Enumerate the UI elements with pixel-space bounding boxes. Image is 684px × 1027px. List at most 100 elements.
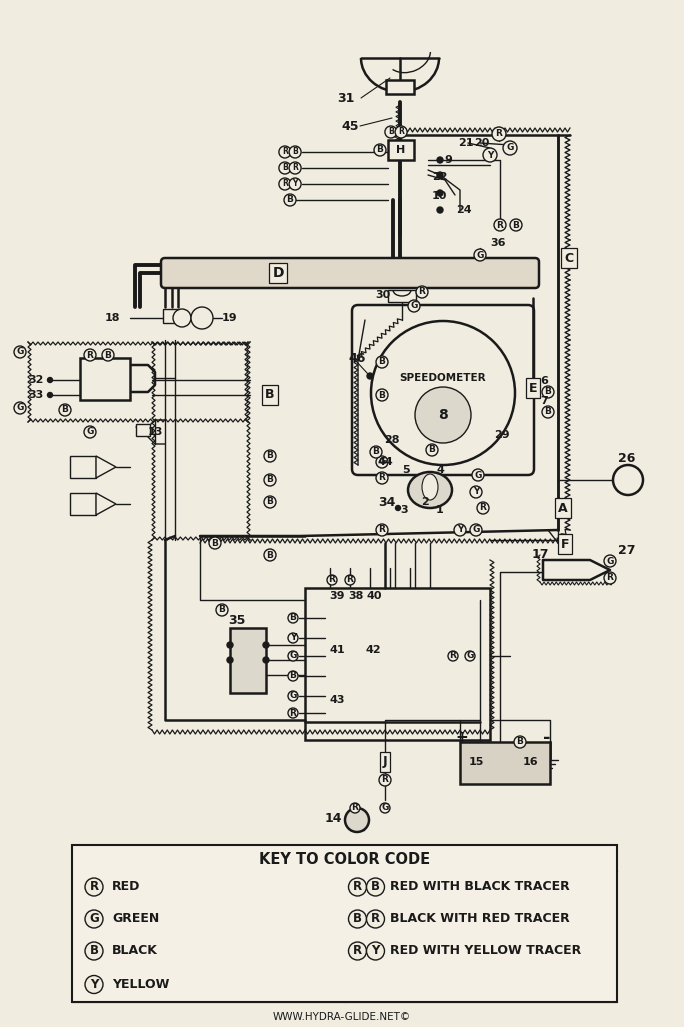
Circle shape (216, 604, 228, 616)
Circle shape (345, 808, 369, 832)
Text: R: R (497, 221, 503, 229)
Circle shape (395, 505, 401, 510)
Text: B: B (105, 350, 111, 359)
Text: R: R (479, 503, 486, 512)
Circle shape (85, 878, 103, 896)
Bar (388, 140, 414, 160)
Text: WWW.HYDRA-GLIDE.NET©: WWW.HYDRA-GLIDE.NET© (273, 1012, 411, 1022)
Bar (72, 845, 617, 1002)
Text: G: G (476, 251, 484, 260)
Text: 10: 10 (432, 191, 447, 201)
Circle shape (264, 496, 276, 508)
Text: B: B (516, 737, 523, 747)
Circle shape (385, 126, 397, 138)
Text: R: R (282, 148, 288, 156)
Circle shape (263, 657, 269, 663)
Circle shape (102, 349, 114, 362)
Circle shape (510, 219, 522, 231)
Circle shape (474, 249, 486, 261)
Circle shape (279, 146, 291, 158)
Circle shape (288, 708, 298, 718)
Text: G: G (16, 347, 24, 356)
Text: B: B (353, 913, 362, 925)
Bar (460, 741, 550, 784)
Bar (163, 309, 177, 324)
Text: 41: 41 (330, 645, 345, 655)
Circle shape (470, 486, 482, 498)
Text: R: R (289, 709, 296, 718)
Text: G: G (473, 526, 479, 534)
Text: B: B (512, 221, 519, 229)
Text: 21: 21 (458, 138, 473, 148)
Text: Y: Y (371, 945, 380, 957)
Text: R: R (352, 803, 358, 812)
Circle shape (604, 572, 616, 584)
Text: 22: 22 (432, 172, 447, 182)
Text: Y: Y (290, 634, 296, 643)
Text: R: R (449, 651, 456, 660)
Circle shape (376, 356, 388, 368)
Circle shape (209, 537, 221, 549)
Text: 2: 2 (421, 497, 429, 507)
Circle shape (227, 657, 233, 663)
Text: G: G (16, 404, 24, 413)
Circle shape (289, 146, 301, 158)
Text: RED: RED (112, 880, 140, 893)
Text: G: G (289, 651, 297, 660)
Circle shape (395, 126, 407, 138)
Text: 13: 13 (148, 427, 163, 438)
Text: R: R (87, 350, 94, 359)
Text: 9: 9 (444, 155, 452, 165)
Text: A: A (558, 501, 568, 515)
Circle shape (349, 910, 367, 928)
Text: R: R (282, 180, 288, 189)
Circle shape (264, 474, 276, 486)
Text: 32: 32 (28, 375, 43, 385)
Text: B: B (289, 672, 296, 681)
Circle shape (47, 378, 53, 382)
Text: B: B (289, 613, 296, 622)
Polygon shape (96, 456, 116, 478)
Circle shape (264, 450, 276, 462)
Text: BLACK: BLACK (112, 945, 158, 957)
Text: 24: 24 (456, 205, 472, 215)
Text: R: R (292, 163, 298, 173)
Circle shape (470, 524, 482, 536)
Text: B: B (267, 550, 274, 560)
Text: G: G (474, 470, 482, 480)
Text: 18: 18 (105, 313, 120, 324)
Text: RED WITH YELLOW TRACER: RED WITH YELLOW TRACER (391, 945, 582, 957)
Text: 27: 27 (618, 543, 635, 557)
Circle shape (416, 286, 428, 298)
Text: B: B (265, 388, 275, 402)
Text: R: R (382, 775, 389, 785)
Circle shape (367, 942, 384, 960)
Text: F: F (561, 537, 569, 550)
Bar (388, 290, 416, 302)
Text: Y: Y (457, 526, 463, 534)
Text: G: G (606, 557, 614, 566)
Circle shape (374, 144, 386, 156)
Circle shape (503, 141, 517, 155)
Circle shape (492, 127, 506, 141)
Text: G: G (466, 651, 474, 660)
Circle shape (367, 878, 384, 896)
Circle shape (514, 736, 526, 748)
Text: G: G (410, 302, 418, 310)
Circle shape (349, 878, 367, 896)
Text: B: B (267, 476, 274, 485)
Circle shape (408, 300, 420, 312)
Text: 1: 1 (436, 505, 444, 515)
Text: BLACK WITH RED TRACER: BLACK WITH RED TRACER (391, 913, 570, 925)
Text: 39: 39 (329, 591, 345, 601)
Circle shape (613, 465, 643, 495)
Circle shape (289, 178, 301, 190)
Circle shape (288, 651, 298, 661)
Text: 38: 38 (348, 591, 364, 601)
Text: R: R (496, 129, 503, 139)
Circle shape (264, 549, 276, 561)
Bar (70, 456, 96, 478)
Text: 34: 34 (378, 496, 395, 509)
Circle shape (415, 387, 471, 443)
Circle shape (380, 803, 390, 813)
